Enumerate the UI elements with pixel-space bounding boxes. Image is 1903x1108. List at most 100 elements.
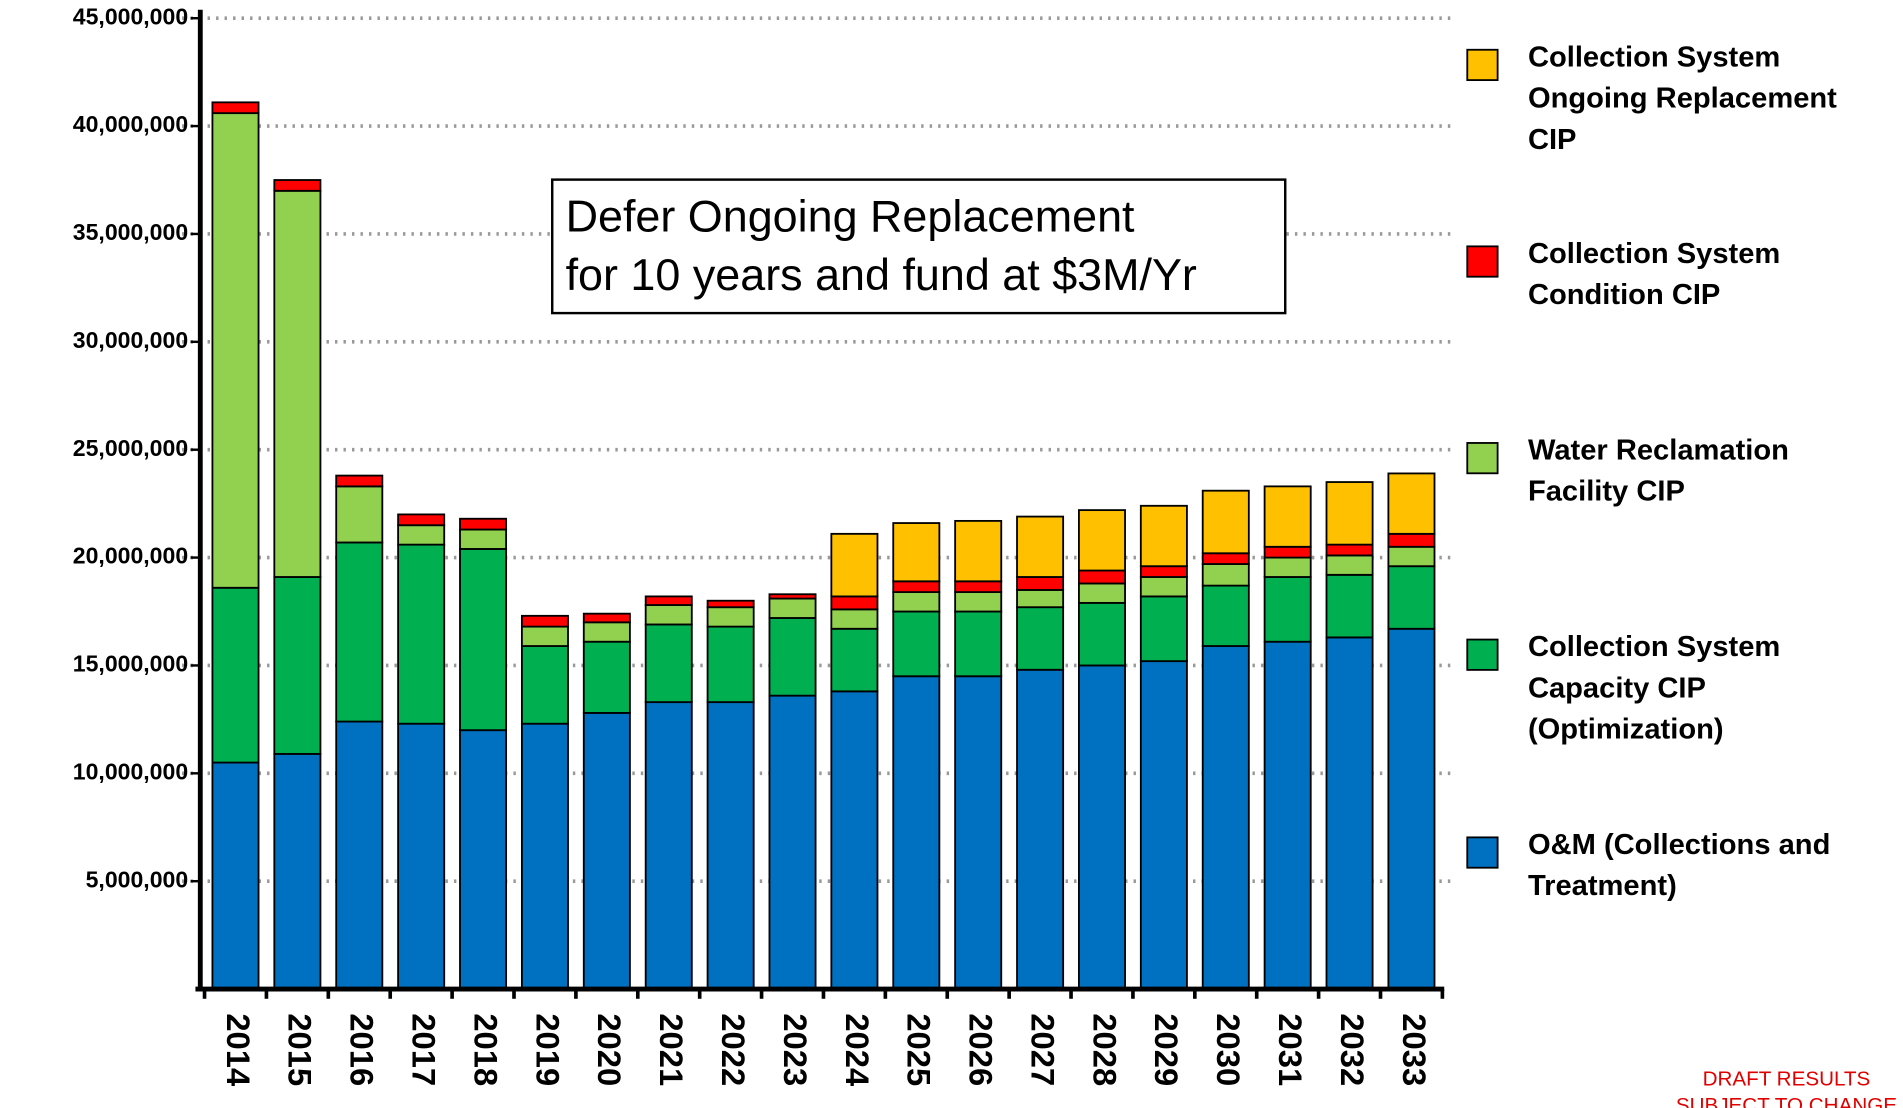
legend-line: O&M (Collections and — [1528, 829, 1830, 861]
bar-segment — [830, 608, 879, 630]
bar-segment — [1387, 565, 1436, 630]
legend-line: Collection System — [1528, 631, 1780, 663]
bar-segment — [1325, 481, 1374, 546]
y-tick-label: 35,000,000 — [73, 219, 188, 245]
bar-segment — [1325, 573, 1374, 639]
bar-segment — [768, 617, 817, 697]
bar-segment — [1016, 668, 1065, 990]
bar-segment — [1263, 485, 1312, 548]
legend-line: Facility CIP — [1528, 475, 1685, 507]
bar-segment — [397, 524, 446, 546]
bar-segment — [892, 522, 941, 583]
bar-segment — [644, 623, 693, 704]
legend-label: Collection System Capacity CIP (Optimizati… — [1528, 631, 1780, 746]
legend-line: (Optimization) — [1528, 713, 1724, 745]
bar-segment — [335, 474, 384, 488]
bar-segment — [1201, 552, 1250, 565]
bar-segment — [1263, 545, 1312, 559]
x-tick-label: 2015 — [282, 1013, 319, 1086]
legend-swatch — [1466, 245, 1499, 278]
legend-line: Treatment) — [1528, 870, 1677, 902]
legend-swatch — [1466, 442, 1499, 475]
legend-label: Water Reclamation Facility CIP — [1528, 434, 1789, 507]
x-tick-label: 2014 — [220, 1013, 257, 1087]
bar-segment — [1201, 584, 1250, 647]
y-tick-label: 20,000,000 — [73, 543, 188, 569]
legend-swatch — [1466, 836, 1499, 869]
bar-segment — [706, 625, 755, 704]
bar-segment — [273, 189, 322, 578]
bar-segment — [520, 625, 569, 647]
y-tick-label: 5,000,000 — [86, 866, 189, 892]
bar-segment — [582, 712, 631, 990]
x-tick-label: 2021 — [653, 1013, 690, 1086]
bar-segment — [892, 610, 941, 678]
bar-segment — [1078, 601, 1126, 667]
bar-segment — [1139, 660, 1188, 990]
x-tick-label: 2023 — [777, 1013, 814, 1086]
x-tick-label: 2033 — [1396, 1013, 1433, 1086]
x-tick-label: 2018 — [467, 1013, 504, 1086]
legend-line: CIP — [1528, 123, 1577, 155]
bar-segment — [1201, 563, 1250, 587]
bar-segment — [582, 612, 631, 624]
bar-segment — [1325, 554, 1374, 576]
bar-segment — [1387, 627, 1436, 990]
bar-segment — [273, 179, 322, 192]
y-tick-label: 40,000,000 — [73, 111, 188, 137]
bar-segment — [1016, 515, 1065, 578]
bar-segment — [397, 513, 446, 527]
legend-label: Collection System Ongoing Replacement CIP — [1528, 41, 1837, 156]
x-tick-label: 2032 — [1334, 1013, 1371, 1086]
bar-segment — [1078, 509, 1126, 572]
x-tick-label: 2017 — [406, 1013, 443, 1086]
legend-line: Condition CIP — [1528, 279, 1720, 311]
x-tick-label: 2016 — [344, 1013, 381, 1086]
bar-segment — [830, 627, 879, 693]
legend-swatch — [1466, 638, 1499, 671]
annotation-box — [551, 178, 1287, 315]
bar-segment — [1387, 532, 1436, 548]
bar-segment — [830, 595, 879, 611]
bar-segment — [892, 675, 941, 990]
bar-segment — [954, 591, 1003, 613]
bar-segment — [1016, 576, 1065, 591]
x-tick-label: 2028 — [1086, 1013, 1123, 1086]
bar-segment — [211, 101, 260, 115]
x-tick-label: 2025 — [901, 1013, 938, 1086]
bar-segment — [273, 576, 322, 755]
bar-segment — [211, 761, 260, 990]
bar-segment — [273, 752, 322, 990]
bar-segment — [335, 720, 384, 990]
bar-segment — [397, 543, 446, 725]
bar-segment — [397, 722, 446, 990]
bar-segment — [892, 591, 941, 613]
bar-segment — [1325, 636, 1374, 990]
bar-segment — [520, 645, 569, 725]
legend-label: Collection System Condition CIP — [1528, 238, 1780, 311]
bar-segment — [1139, 565, 1188, 578]
bar-segment — [335, 485, 384, 544]
bar-segment — [335, 541, 384, 723]
bar-segment — [1139, 504, 1188, 568]
x-tick-label: 2020 — [591, 1013, 628, 1086]
y-tick-label: 10,000,000 — [73, 758, 188, 784]
bar-segment — [459, 517, 508, 531]
footnote: DRAFT RESULTS — [1703, 1068, 1871, 1091]
bar-segment — [954, 675, 1003, 990]
bar-segment — [768, 593, 817, 600]
x-tick-label: 2022 — [715, 1013, 752, 1086]
bar-segment — [1263, 556, 1312, 578]
bar-segment — [706, 701, 755, 990]
legend-line: Collection System — [1528, 238, 1780, 270]
bar-segment — [954, 519, 1003, 583]
bar-segment — [1263, 640, 1312, 990]
x-tick-label: 2027 — [1024, 1013, 1061, 1086]
bar-segment — [1078, 569, 1126, 585]
bar-segment — [1016, 606, 1065, 671]
x-tick-label: 2026 — [963, 1013, 1000, 1086]
footnote: SUBJECT TO CHANGE — [1676, 1094, 1897, 1108]
legend-line: Capacity CIP — [1528, 672, 1706, 704]
